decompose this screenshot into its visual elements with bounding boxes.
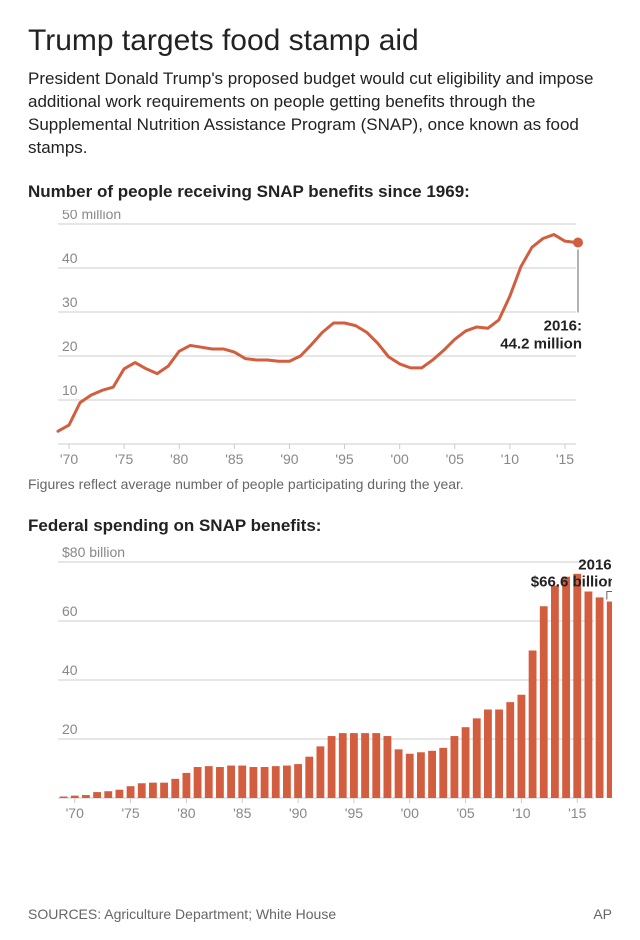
svg-text:'10: '10 — [512, 805, 530, 821]
svg-text:'15: '15 — [556, 451, 574, 467]
svg-text:60: 60 — [62, 603, 78, 619]
svg-text:$66.6 billion: $66.6 billion — [531, 573, 612, 590]
svg-text:'70: '70 — [60, 451, 78, 467]
svg-text:'00: '00 — [401, 805, 419, 821]
svg-text:'05: '05 — [446, 451, 464, 467]
svg-text:10: 10 — [62, 382, 78, 398]
svg-text:20: 20 — [62, 338, 78, 354]
svg-text:'15: '15 — [568, 805, 586, 821]
svg-text:'95: '95 — [345, 805, 363, 821]
svg-text:'10: '10 — [501, 451, 519, 467]
svg-text:'75: '75 — [121, 805, 139, 821]
svg-text:'75: '75 — [115, 451, 133, 467]
svg-text:'85: '85 — [225, 451, 243, 467]
bar-chart-snap-spending: 20 40 60 $80 billion '70 '75 '80 '85 '90 '95 '00 '0… — [28, 544, 612, 824]
svg-text:'80: '80 — [170, 451, 188, 467]
svg-text:2016:: 2016: — [544, 317, 582, 334]
line-chart-snap-recipients: 10 20 30 40 50 million '70 '75 '80 '85 '90 '95 '00 '… — [28, 210, 612, 470]
sources-text: SOURCES: Agriculture Department; White H… — [28, 906, 336, 922]
svg-text:'90: '90 — [280, 451, 298, 467]
svg-text:'85: '85 — [233, 805, 251, 821]
chart2-title: Federal spending on SNAP benefits: — [28, 516, 612, 536]
svg-text:30: 30 — [62, 294, 78, 310]
credit-text: AP — [593, 906, 612, 922]
svg-text:2016:: 2016: — [578, 556, 612, 573]
chart1-note: Figures reflect average number of people… — [28, 476, 612, 492]
svg-text:40: 40 — [62, 662, 78, 678]
svg-text:'70: '70 — [66, 805, 84, 821]
svg-text:'80: '80 — [177, 805, 195, 821]
svg-text:44.2 million: 44.2 million — [500, 335, 582, 352]
svg-text:50 million: 50 million — [62, 210, 121, 222]
chart1-title: Number of people receiving SNAP benefits… — [28, 182, 612, 202]
page-title: Trump targets food stamp aid — [28, 24, 612, 58]
page-subtitle: President Donald Trump's proposed budget… — [28, 68, 612, 160]
svg-text:'05: '05 — [456, 805, 474, 821]
svg-text:40: 40 — [62, 250, 78, 266]
svg-text:'95: '95 — [335, 451, 353, 467]
svg-text:$80 billion: $80 billion — [62, 544, 125, 560]
svg-text:'00: '00 — [391, 451, 409, 467]
svg-text:20: 20 — [62, 721, 78, 737]
svg-text:'90: '90 — [289, 805, 307, 821]
